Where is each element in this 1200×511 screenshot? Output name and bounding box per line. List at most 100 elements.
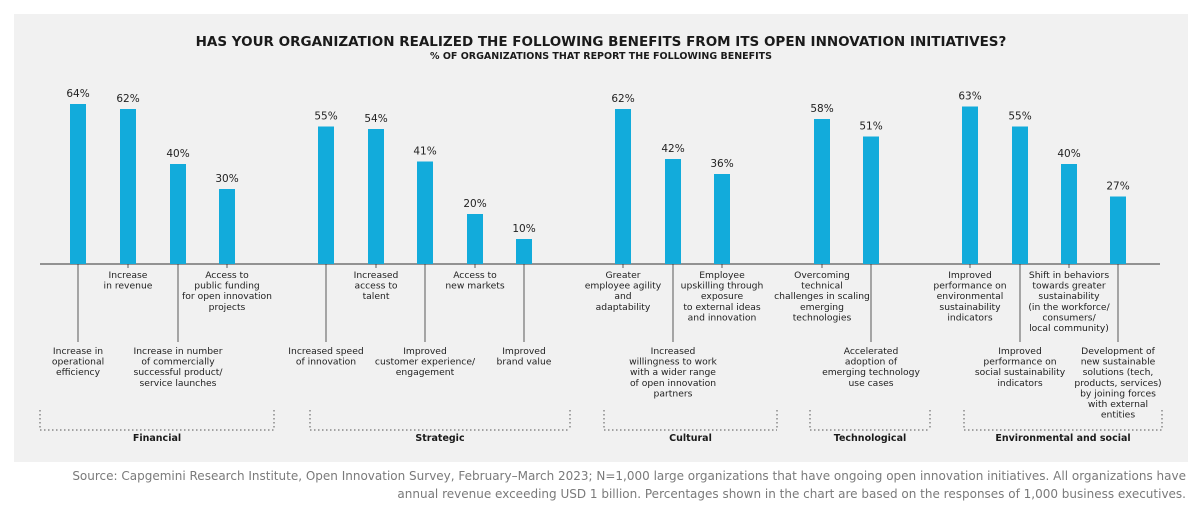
bar-value-label: 62% xyxy=(116,93,139,105)
bar xyxy=(516,239,532,264)
category-label-line: Access to xyxy=(205,270,249,281)
bar xyxy=(814,119,830,264)
bar-value-label: 20% xyxy=(463,198,486,210)
category-label-line: with a wider range xyxy=(630,367,716,378)
category-label-line: solutions (tech, xyxy=(1083,367,1154,378)
category-label-line: engagement xyxy=(396,367,455,378)
bar-value-label: 63% xyxy=(958,91,981,103)
bar xyxy=(318,126,334,264)
category-label-line: indicators xyxy=(947,312,992,323)
bar-value-label: 40% xyxy=(1057,148,1080,160)
category-label-line: in revenue xyxy=(104,281,153,292)
category-label-line: employee agility xyxy=(585,281,662,292)
category-label-line: of open innovation xyxy=(630,378,716,389)
category-label-line: adoption of xyxy=(845,357,898,368)
category-label: Increased speed of innovation xyxy=(288,346,363,368)
category-label-line: projects xyxy=(209,302,246,313)
category-label-line: indicators xyxy=(997,378,1042,389)
group-label: Strategic xyxy=(415,433,464,444)
category-label: Greater employee agility and adaptability xyxy=(585,270,662,313)
category-label-line: Increased xyxy=(354,270,399,281)
category-label: Development of new sustainable solutions (… xyxy=(1074,346,1161,421)
category-label-line: successful product/ xyxy=(134,367,224,378)
bar-value-label: 27% xyxy=(1106,181,1129,193)
bar xyxy=(1012,126,1028,264)
category-label-line: exposure xyxy=(701,291,744,302)
category-label-line: social sustainability xyxy=(975,367,1066,378)
group-label: Environmental and social xyxy=(995,433,1130,444)
category-label: Employee upskilling through exposure to ext… xyxy=(681,270,764,323)
category-label-line: Increase xyxy=(109,270,148,281)
category-label-line: consumers/ xyxy=(1042,312,1096,323)
category-label-line: customer experience/ xyxy=(375,357,476,368)
category-label-line: Improved xyxy=(998,346,1042,357)
bar-value-label: 36% xyxy=(710,158,733,170)
bar xyxy=(615,109,631,264)
source-note: Source: Capgemini Research Institute, Op… xyxy=(16,467,1186,503)
category-label-line: performance on xyxy=(933,281,1006,292)
category-label-line: with external xyxy=(1088,399,1148,410)
group-label: Technological xyxy=(834,433,906,444)
category-label-line: brand value xyxy=(497,357,552,368)
category-label-line: sustainability xyxy=(1038,291,1100,302)
category-label-line: new sustainable xyxy=(1081,357,1156,368)
category-label-line: Improved xyxy=(403,346,447,357)
category-label-line: efficiency xyxy=(56,367,101,378)
category-label: Improved performance on environmental susta… xyxy=(933,270,1006,323)
category-label-line: talent xyxy=(363,291,390,302)
bar xyxy=(1061,164,1077,264)
bar-value-label: 62% xyxy=(611,93,634,105)
category-label-line: technologies xyxy=(793,312,852,323)
category-label-line: Development of xyxy=(1081,346,1155,357)
category-label-line: by joining forces xyxy=(1080,388,1156,399)
category-label-line: Employee xyxy=(699,270,745,281)
bar xyxy=(714,174,730,264)
category-label-line: performance on xyxy=(983,357,1056,368)
category-label-line: public funding xyxy=(194,281,259,292)
category-label-line: emerging technology xyxy=(822,367,920,378)
category-label: Improved performance on social sustainabil… xyxy=(975,346,1066,389)
category-label-line: Accelerated xyxy=(844,346,899,357)
category-label-line: partners xyxy=(654,388,693,399)
bar-value-label: 58% xyxy=(810,103,833,115)
bar xyxy=(417,161,433,264)
bar-value-label: 55% xyxy=(314,111,337,123)
category-label-line: products, services) xyxy=(1074,378,1161,389)
category-label: Increased willingness to work with a wider… xyxy=(629,346,717,399)
category-label-line: Overcoming xyxy=(794,270,850,281)
category-label-line: of innovation xyxy=(296,357,356,368)
category-label-line: and xyxy=(614,291,631,302)
category-label-line: Improved xyxy=(948,270,992,281)
category-label: Increase in revenue xyxy=(104,270,153,292)
category-label-line: (in the workforce/ xyxy=(1028,302,1110,313)
group-label: Cultural xyxy=(669,433,712,444)
category-label: Accelerated adoption of emerging technolog… xyxy=(822,346,920,389)
category-label-line: upskilling through xyxy=(681,281,764,292)
group-label: Financial xyxy=(133,433,181,444)
category-label-line: service launches xyxy=(140,378,217,389)
source-line-2: annual revenue exceeding USD 1 billion. … xyxy=(397,487,1186,501)
category-label-line: operational xyxy=(52,357,104,368)
bar-value-label: 10% xyxy=(512,223,535,235)
category-label-line: environmental xyxy=(937,291,1004,302)
chart-subtitle: % OF ORGANIZATIONS THAT REPORT THE FOLLO… xyxy=(430,51,772,62)
bar-value-label: 40% xyxy=(166,148,189,160)
category-label-line: of commercially xyxy=(141,357,215,368)
bar-value-label: 30% xyxy=(215,173,238,185)
bar xyxy=(665,159,681,264)
category-label-line: Increased xyxy=(651,346,696,357)
category-label-line: Increased speed xyxy=(288,346,363,357)
bar xyxy=(368,129,384,264)
category-label-line: Improved xyxy=(502,346,546,357)
category-label-line: to external ideas xyxy=(683,302,761,313)
bar xyxy=(467,214,483,264)
category-label-line: access to xyxy=(354,281,397,292)
category-label: Improved brand value xyxy=(497,346,552,368)
bar xyxy=(1110,196,1126,264)
category-label-line: Increase in number xyxy=(134,346,223,357)
bar xyxy=(170,164,186,264)
bar xyxy=(863,136,879,264)
category-label: Shift in behaviors towards greater sustain… xyxy=(1028,270,1110,334)
bar xyxy=(219,189,235,264)
